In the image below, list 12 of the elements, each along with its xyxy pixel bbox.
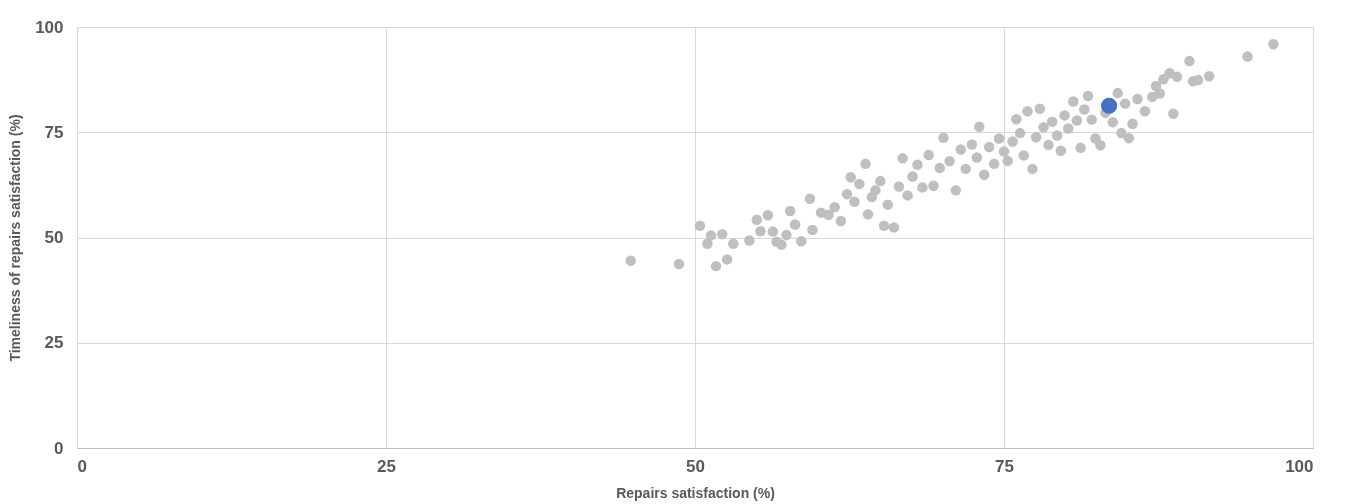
x-axis-title: Repairs satisfaction (%) [616,484,775,501]
x-tick-label: 25 [377,456,396,476]
x-tick-label: 50 [686,456,705,476]
y-tick-label: 25 [44,333,64,353]
y-tick-label: 50 [44,228,64,247]
y-axis-title: Timeliness of repairs satisfaction (%) [7,114,24,362]
x-tick-label: 75 [995,456,1014,476]
x-tick-label: 100 [1285,456,1314,476]
x-tick-label: 0 [77,456,87,476]
y-tick-label: 100 [35,17,64,37]
y-tick-label: 0 [54,438,64,458]
y-tick-label: 75 [44,122,64,142]
